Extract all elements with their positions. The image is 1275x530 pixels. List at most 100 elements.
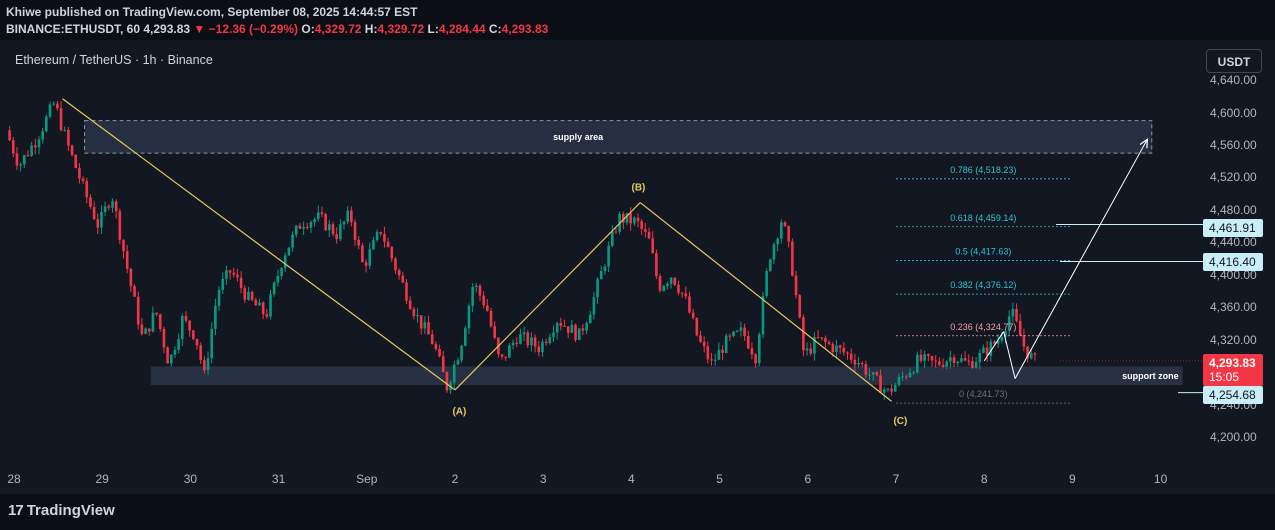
currency-button[interactable]: USDT — [1206, 49, 1262, 73]
projection-arrowhead — [1139, 138, 1149, 149]
candle-body — [210, 328, 214, 359]
candle-body — [559, 323, 563, 326]
price-tick-label: 4,560.00 — [1210, 137, 1257, 152]
candle-body — [430, 334, 434, 345]
candle-body — [757, 334, 761, 364]
wave-label-b: (B) — [632, 182, 646, 193]
candle-body — [971, 361, 974, 368]
candle-body — [287, 247, 291, 256]
candle-body — [993, 341, 996, 344]
candle-body — [434, 344, 438, 349]
candle-body — [114, 201, 118, 212]
candle-body — [48, 104, 52, 117]
time-tick-label: Sep — [356, 472, 378, 486]
candle-body — [802, 317, 805, 351]
candle-body — [467, 305, 471, 329]
candle-body — [1000, 337, 1004, 341]
candle-body — [368, 249, 372, 266]
time-tick-label: 31 — [271, 472, 286, 486]
candle-body — [798, 295, 802, 318]
candle-body — [721, 349, 724, 353]
publish-header: Khiwe published on TradingView.com, Sept… — [0, 0, 1275, 40]
price-tick-label: 4,520.00 — [1210, 170, 1257, 185]
candle-countdown: 15:05 — [1209, 370, 1240, 384]
time-tick-label: 29 — [95, 472, 109, 486]
candle-body — [923, 354, 926, 361]
candle-body — [816, 336, 820, 338]
candle-body — [500, 354, 504, 357]
candle-body — [541, 341, 544, 353]
candle-body — [592, 297, 596, 315]
candle-body — [831, 344, 835, 353]
candle-body — [655, 252, 658, 277]
candle-body — [419, 315, 423, 329]
candle-body — [316, 212, 320, 220]
candle-body — [636, 217, 640, 222]
candle-body — [313, 219, 316, 223]
time-tick-label: 4 — [628, 472, 635, 486]
candle-body — [320, 212, 324, 215]
candle-body — [750, 348, 754, 355]
candle-body — [577, 328, 581, 340]
candle-body — [772, 244, 776, 260]
candle-body — [103, 206, 107, 213]
candle-body — [912, 372, 915, 374]
candle-body — [842, 347, 846, 353]
price-tick-label: 4,400.00 — [1210, 267, 1257, 282]
candle-body — [776, 238, 779, 245]
candle-body — [173, 349, 177, 355]
candle-body — [982, 347, 985, 353]
open-value: 4,329.72 — [314, 22, 362, 36]
candle-body — [511, 342, 515, 346]
candle-body — [519, 334, 522, 344]
candle-body — [305, 226, 309, 228]
candle-body — [375, 232, 379, 241]
candle-body — [243, 288, 247, 300]
candle-body — [96, 219, 100, 228]
candle-body — [724, 335, 728, 353]
time-tick-label: 3 — [539, 472, 547, 486]
candle-body — [133, 286, 136, 297]
price-tick-label: 4,320.00 — [1210, 332, 1257, 347]
candle-body — [78, 167, 81, 179]
candle-body — [225, 270, 228, 279]
candle-body — [838, 345, 842, 348]
candle-body — [901, 376, 904, 378]
projection-line — [1014, 139, 1148, 379]
candle-body — [607, 245, 610, 267]
candle-body — [710, 359, 713, 361]
candle-body — [684, 293, 688, 297]
candle-body — [214, 305, 217, 329]
candle-body — [1033, 353, 1037, 355]
candle-body — [677, 284, 680, 293]
candle-body — [743, 327, 746, 337]
candle-body — [471, 287, 474, 306]
tradingview-logo[interactable]: 17 TradingView — [8, 502, 115, 519]
candle-body — [530, 337, 533, 346]
candle-body — [217, 289, 221, 306]
candle-body — [916, 354, 919, 373]
supply-zone — [84, 120, 1153, 154]
candle-body — [408, 300, 412, 310]
candle-body — [221, 278, 225, 290]
price-tick-label: 4,360.00 — [1210, 300, 1257, 315]
candle-body — [508, 345, 511, 358]
candle-body — [294, 225, 298, 235]
candle-body — [658, 276, 662, 291]
candle-body — [394, 258, 397, 271]
candle-body — [1007, 316, 1011, 331]
candle-body — [162, 329, 166, 348]
candle-body — [15, 153, 19, 166]
candle-body — [735, 330, 739, 332]
candle-body — [397, 270, 401, 276]
candle-body — [269, 294, 272, 317]
candle-body — [938, 361, 941, 365]
candle-body — [746, 336, 750, 349]
candle-body — [151, 312, 155, 332]
time-tick-label: 30 — [183, 472, 198, 486]
candle-body — [125, 251, 129, 269]
candle-body — [662, 285, 666, 291]
price-tick-label: 4,640.00 — [1210, 73, 1257, 88]
candle-body — [1015, 308, 1018, 321]
